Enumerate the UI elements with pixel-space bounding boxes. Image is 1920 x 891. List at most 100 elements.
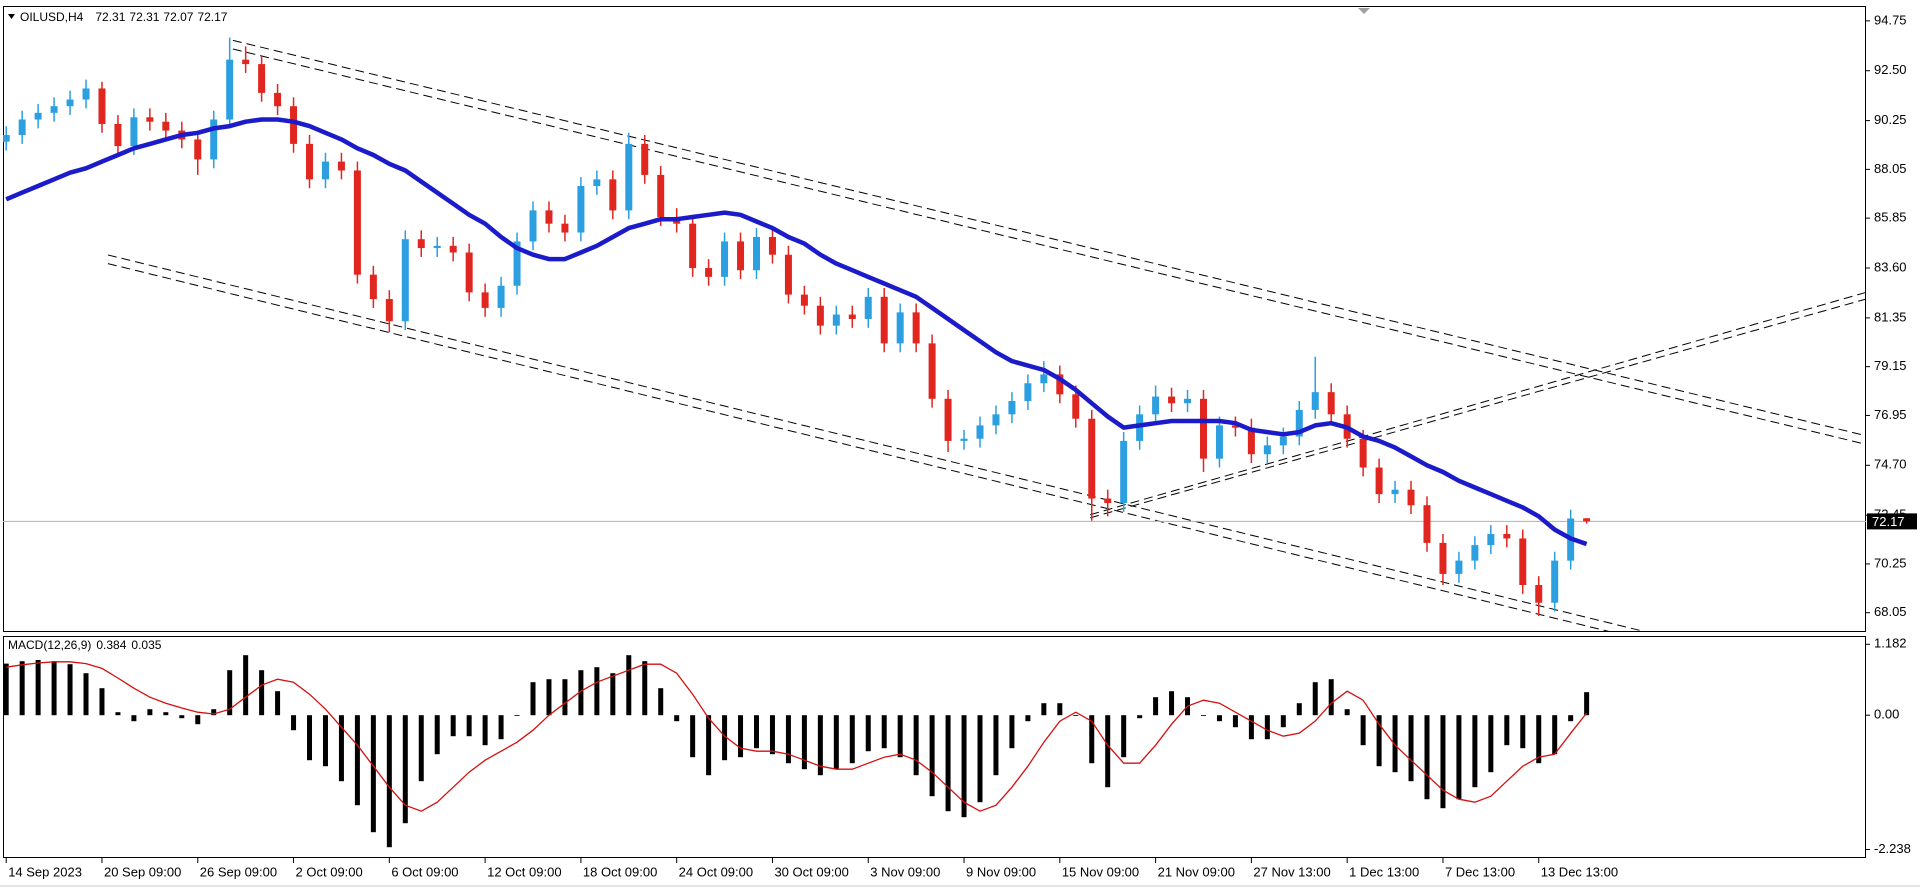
- macd-bar: [690, 715, 696, 758]
- candle-body: [1072, 394, 1080, 419]
- x-tick-label: 6 Oct 09:00: [391, 864, 458, 879]
- x-tick-label: 20 Sep 09:00: [104, 864, 181, 879]
- candle-body: [66, 99, 74, 107]
- macd-bar: [1552, 715, 1558, 755]
- candle-body: [162, 121, 170, 131]
- macd-bar: [993, 715, 999, 776]
- macd-bar: [578, 670, 584, 716]
- candle-body: [146, 117, 154, 122]
- y-tick-label: 68.05: [1874, 604, 1907, 619]
- candle-body: [114, 123, 122, 147]
- macd-bar: [610, 673, 616, 716]
- macd-bar: [147, 709, 153, 716]
- candle-body: [226, 59, 234, 120]
- macd-bar: [754, 715, 760, 749]
- macd-bar: [466, 715, 472, 737]
- macd-bar: [1568, 715, 1574, 722]
- macd-bar: [1264, 715, 1270, 740]
- candle-body: [832, 314, 840, 326]
- candle-body: [593, 179, 601, 186]
- candle-body: [385, 299, 393, 322]
- candle-body: [306, 143, 314, 180]
- header-value: 72.31: [129, 10, 159, 24]
- macd-bar: [1536, 715, 1542, 764]
- candle-body: [577, 185, 585, 233]
- y-tick-label: -2.238: [1874, 841, 1911, 856]
- x-tick-label: 7 Dec 13:00: [1445, 864, 1515, 879]
- candle-body: [82, 88, 90, 100]
- macd-bar: [913, 715, 919, 776]
- candle-body: [529, 210, 537, 242]
- candle-body: [1215, 425, 1223, 459]
- macd-bar: [562, 679, 568, 716]
- macd-bar: [115, 712, 121, 716]
- macd-bar: [977, 715, 983, 803]
- candle-body: [928, 343, 936, 399]
- y-tick-label: 94.75: [1874, 12, 1907, 27]
- main-panel-frame: [3, 6, 1866, 632]
- candle-body: [561, 223, 569, 233]
- macd-bar: [211, 709, 217, 716]
- candle-body: [753, 236, 761, 271]
- candle-body: [1152, 396, 1160, 415]
- macd-bar: [722, 715, 728, 761]
- macd-bar: [1312, 682, 1318, 716]
- macd-bar: [386, 715, 392, 848]
- candle-body: [1120, 440, 1128, 503]
- y-tick-label: 85.85: [1874, 210, 1907, 225]
- macd-bar: [195, 715, 201, 725]
- candle-body: [1423, 505, 1431, 543]
- candle-body: [1295, 409, 1303, 437]
- candle-body: [816, 305, 824, 326]
- macd-bar: [546, 679, 552, 716]
- macd-bar: [1472, 715, 1478, 788]
- candle-body: [449, 245, 457, 253]
- candle-body: [689, 223, 697, 269]
- candle-body: [242, 59, 250, 65]
- macd-bar: [1073, 715, 1079, 716]
- macd-bar: [1456, 715, 1462, 800]
- y-tick-label: 88.05: [1874, 161, 1907, 176]
- macd-bar: [1376, 715, 1382, 767]
- macd-bar: [530, 682, 536, 716]
- candle-body: [1199, 398, 1207, 459]
- macd-bar: [1121, 715, 1127, 758]
- trendline: [107, 263, 1614, 632]
- candle-body: [737, 241, 745, 271]
- macd-bar: [131, 715, 137, 722]
- current-price-box: [1867, 513, 1917, 530]
- macd-bar: [674, 715, 680, 722]
- macd-bar: [35, 660, 41, 716]
- y-tick-label: 0.00: [1874, 707, 1899, 722]
- candle-body: [721, 241, 729, 277]
- candle-body: [290, 106, 298, 144]
- macd-bar: [706, 715, 712, 776]
- y-tick-label: 81.35: [1874, 309, 1907, 324]
- x-tick-label: 14 Sep 2023: [8, 864, 82, 879]
- candle-body: [1056, 374, 1064, 395]
- candle-body: [1391, 489, 1399, 495]
- x-tick-label: 21 Nov 09:00: [1158, 864, 1235, 879]
- candle-body: [1583, 518, 1591, 522]
- candle-body: [1471, 545, 1479, 561]
- candle-body: [50, 106, 58, 113]
- moving-average: [5, 117, 1588, 547]
- candle-body: [1375, 467, 1383, 495]
- candle-body: [401, 239, 409, 322]
- candle-body: [992, 414, 1000, 426]
- trendline: [1090, 291, 1866, 516]
- y-tick-label: 76.95: [1874, 407, 1907, 422]
- macd-panel-frame: [3, 636, 1866, 858]
- header-value: 0.384: [96, 638, 126, 652]
- macd-bar: [833, 715, 839, 770]
- macd-bar: [99, 688, 105, 716]
- macd-bar: [482, 715, 488, 746]
- y-tick-label: 70.25: [1874, 555, 1907, 570]
- candle-body: [1247, 427, 1255, 455]
- macd-bar: [1328, 679, 1334, 716]
- x-tick-label: 2 Oct 09:00: [296, 864, 363, 879]
- candle-body: [848, 314, 856, 319]
- candle-body: [1088, 418, 1096, 499]
- macd-bar: [243, 655, 249, 716]
